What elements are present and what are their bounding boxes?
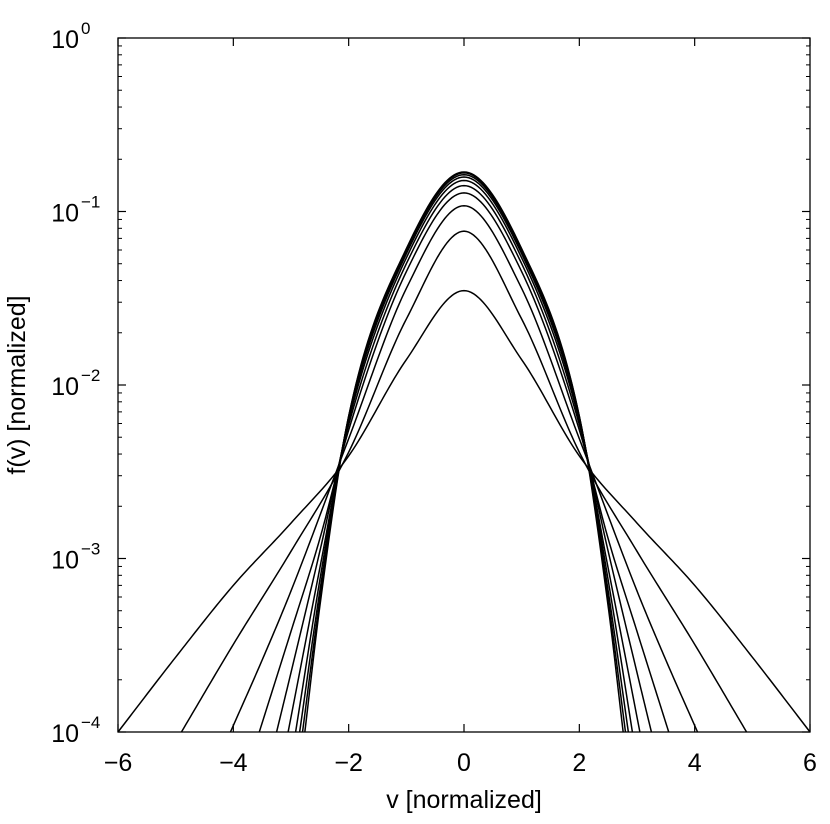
y-tick-exponent: −2 <box>81 366 100 385</box>
series-layer <box>117 171 811 733</box>
y-tick-exponent: −3 <box>81 540 100 559</box>
y-tick-label: 10 <box>51 547 79 575</box>
y-tick-label: 10 <box>51 373 79 401</box>
series-line-2 <box>180 230 748 733</box>
x-tick-label: 4 <box>688 749 702 777</box>
series-line-6 <box>287 179 641 733</box>
x-tick-label: −4 <box>219 749 248 777</box>
series-line-5 <box>275 184 653 733</box>
plot-frame <box>117 37 811 733</box>
x-tick-label: 0 <box>457 749 471 777</box>
y-tick-exponent: 0 <box>81 19 90 38</box>
x-tick-label: 6 <box>803 749 817 777</box>
y-tick-label: 10 <box>51 26 79 54</box>
y-tick-exponent: −1 <box>81 193 100 212</box>
y-tick-exponent: −4 <box>81 713 100 732</box>
x-axis-label: v [normalized] <box>386 786 542 814</box>
x-tick-label: −2 <box>334 749 363 777</box>
series-line-10 <box>304 171 624 733</box>
y-axis-label: f(v) [normalized] <box>3 295 31 474</box>
x-tick-label: 2 <box>572 749 586 777</box>
y-tick-label: 10 <box>51 720 79 748</box>
x-tick-label: −6 <box>104 749 133 777</box>
series-line-3 <box>229 204 699 733</box>
y-tick-label: 10 <box>51 200 79 228</box>
series-line-7 <box>294 176 634 733</box>
series-line-4 <box>258 192 670 733</box>
series-line-1 <box>117 289 811 733</box>
